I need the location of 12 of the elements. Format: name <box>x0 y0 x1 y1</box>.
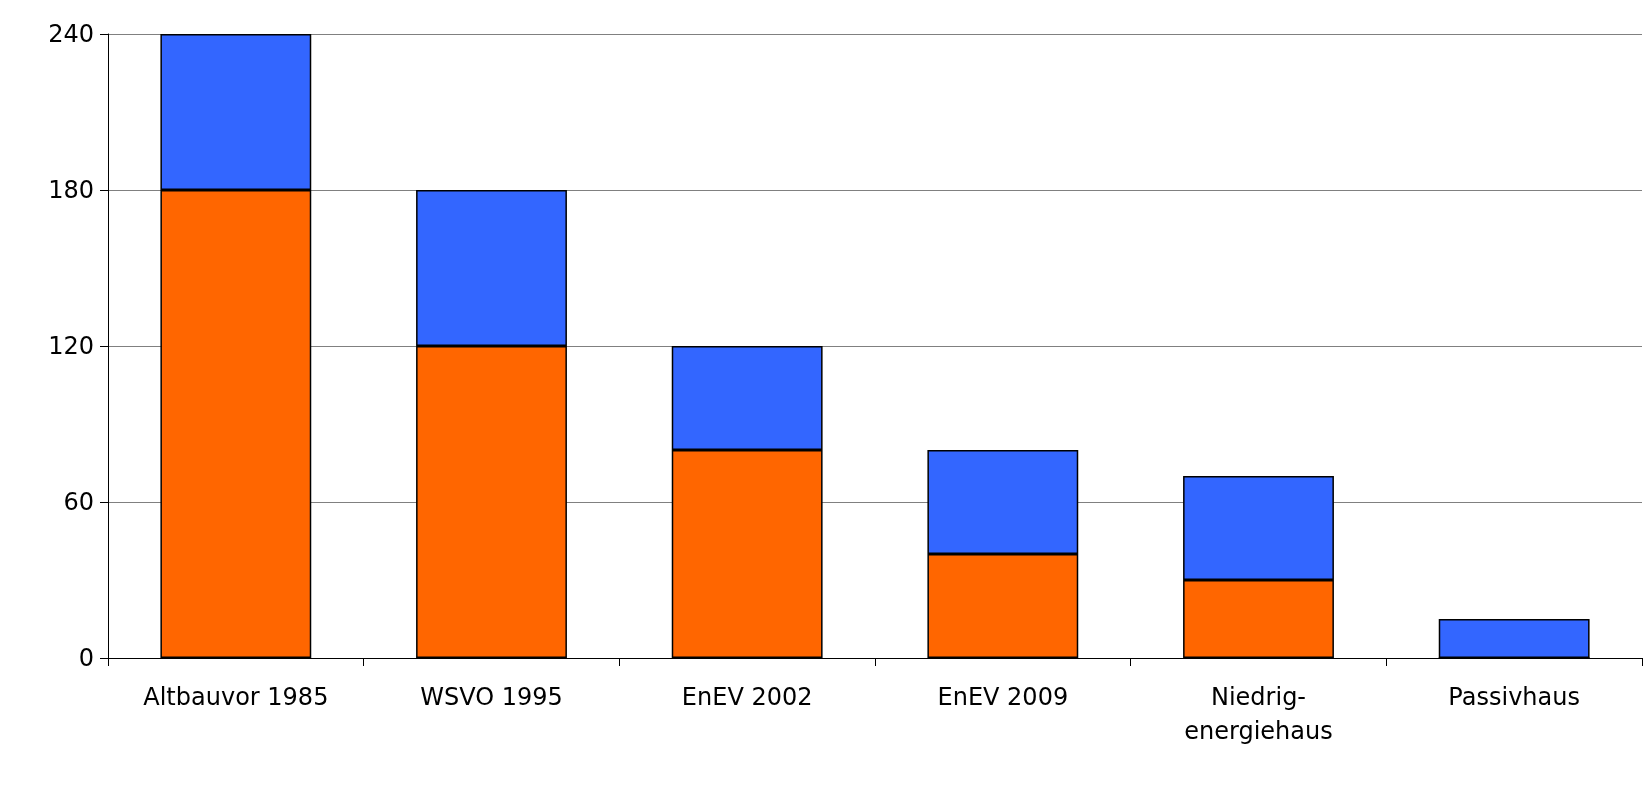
bar <box>1438 619 1590 658</box>
x-tick-label: EnEV 2009 <box>937 683 1069 711</box>
x-tick-label: Altbauvor 1985 <box>143 683 329 711</box>
y-tick-label: 0 <box>78 644 94 672</box>
y-tick-label: 60 <box>63 488 94 516</box>
y-tick-label: 240 <box>48 20 94 48</box>
x-tick-label: EnEV 2002 <box>681 683 813 711</box>
x-tick-label: WSVO 1995 <box>420 683 563 711</box>
x-tick-label: Passivhaus <box>1448 683 1580 711</box>
x-tick-label: Niedrig- energiehaus <box>1184 683 1333 745</box>
y-tick-label: 120 <box>48 332 94 360</box>
y-tick-label: 180 <box>48 176 94 204</box>
